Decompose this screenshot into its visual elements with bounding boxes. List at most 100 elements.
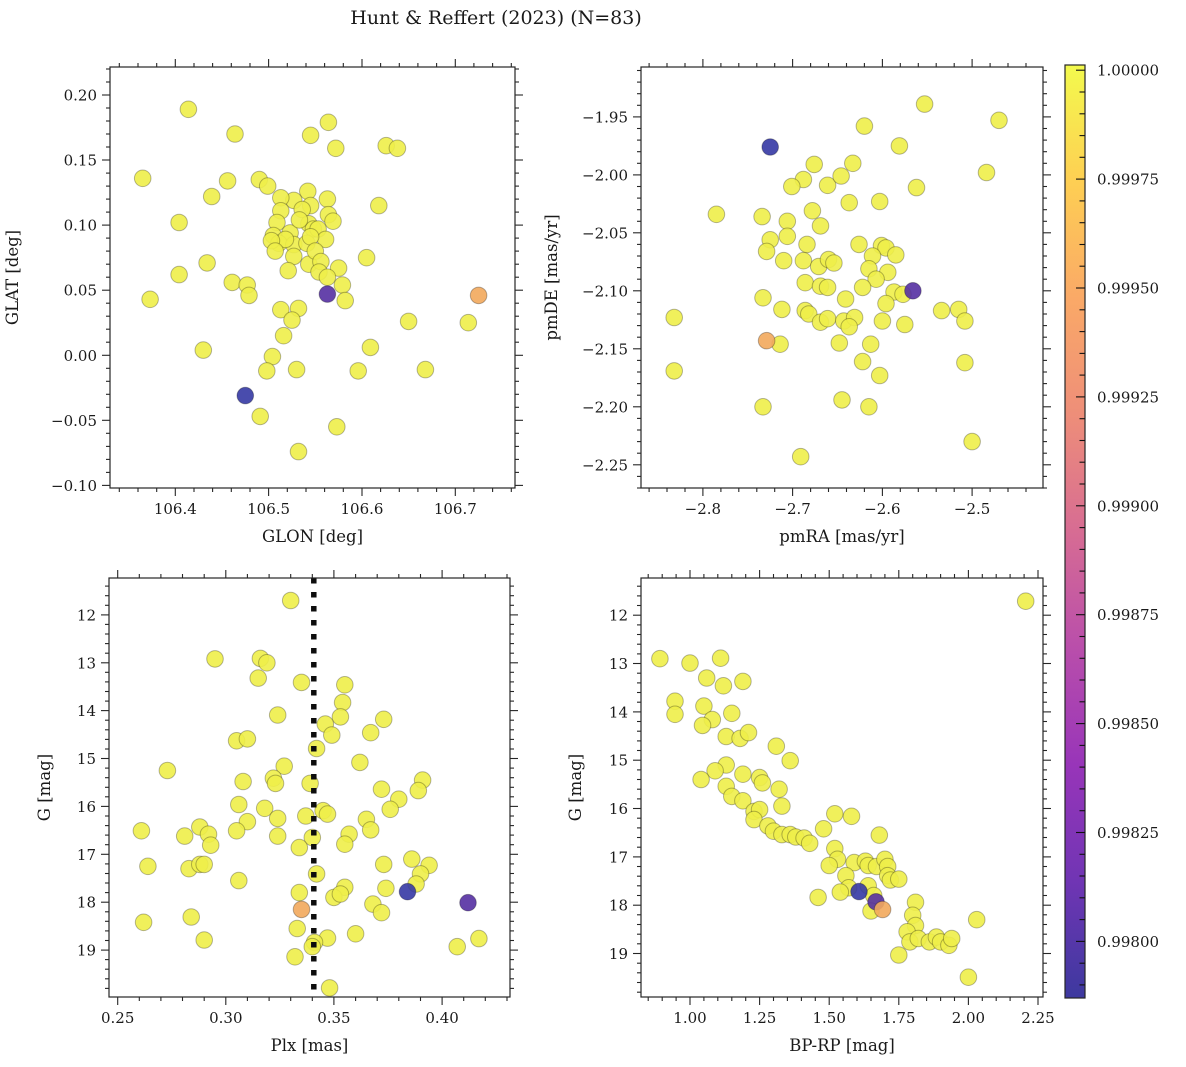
data-point: [723, 704, 741, 723]
data-point: [319, 113, 338, 132]
plx-gmag-xlabel: Plx [mas]: [271, 1036, 349, 1055]
y-tick-label: −0.05: [51, 412, 97, 430]
data-point: [331, 885, 350, 903]
data-point: [809, 888, 827, 907]
data-point: [403, 850, 421, 868]
y-tick-label: 17: [77, 846, 96, 864]
panel-glon-glat: 106.4 106.5 106.6 106.7 0.20 0.15 0.10 0.05 0.00…: [3, 59, 523, 546]
data-point: [381, 800, 400, 819]
data-point: [274, 326, 293, 345]
bprp-gmag-frame: [640, 577, 1044, 998]
data-point: [318, 190, 337, 208]
data-point: [773, 797, 791, 815]
colorbar-tick-label: 0.99925: [1097, 388, 1159, 406]
data-point: [844, 154, 862, 173]
data-point: [323, 726, 341, 744]
x-tick-label: 106.7: [434, 500, 477, 518]
data-point: [134, 913, 153, 932]
data-point: [258, 362, 276, 380]
x-tick-label: −2.5: [954, 500, 990, 518]
data-point: [258, 177, 277, 195]
data-point: [873, 900, 892, 919]
data-point: [963, 432, 981, 451]
data-point: [774, 251, 793, 270]
data-point: [915, 95, 934, 113]
data-point: [861, 335, 880, 354]
data-point: [665, 362, 684, 380]
data-point: [351, 753, 369, 772]
data-point: [707, 205, 726, 224]
data-point: [194, 341, 213, 359]
data-point: [853, 352, 872, 371]
data-point: [781, 751, 800, 770]
data-point: [361, 821, 380, 839]
bprp-gmag-ticks: [633, 570, 1051, 1005]
data-point: [290, 883, 309, 902]
data-point: [778, 227, 797, 246]
data-point: [850, 235, 868, 254]
data-point: [693, 716, 712, 735]
data-point: [831, 883, 850, 901]
data-point: [281, 591, 300, 610]
bprp-gmag-points: [651, 592, 1035, 987]
data-point: [279, 261, 298, 280]
bprp-gmag-xlabel: BP-RP [mag]: [789, 1036, 895, 1055]
y-tick-label: −1.95: [582, 108, 628, 126]
data-point: [867, 270, 885, 289]
colorbar-tick-label: 0.99825: [1097, 824, 1159, 842]
data-point: [331, 708, 350, 726]
data-point: [333, 693, 352, 712]
data-point: [198, 254, 216, 272]
pmra-pmde-xlabel: pmRA [mas/yr]: [779, 527, 904, 546]
y-tick-label: 0.05: [64, 282, 97, 300]
data-point: [448, 937, 467, 956]
panel-pmra-pmde: −2.8 −2.7 −2.6 −2.5 −1.95 −2.00 −2.05 −2.10 −2.1…: [542, 59, 1051, 546]
x-tick-label: 106.6: [341, 500, 384, 518]
data-point: [230, 871, 248, 890]
data-point: [287, 360, 306, 379]
data-point: [767, 737, 786, 756]
data-point: [840, 193, 859, 212]
y-tick-label: 19: [609, 945, 628, 963]
data-point: [877, 294, 895, 313]
data-point: [842, 807, 861, 826]
data-point: [757, 242, 776, 261]
x-tick-label: 0.30: [209, 1009, 242, 1027]
data-point: [292, 900, 311, 919]
y-tick-label: −2.00: [582, 166, 628, 184]
panel-plx-gmag: 0.25 0.30 0.35 0.40 12 13 14 15 16 17 18 19 Plx [mas…: [35, 570, 518, 1055]
data-point: [251, 407, 270, 426]
y-tick-label: −2.10: [582, 282, 628, 300]
data-point: [218, 172, 237, 190]
data-point: [170, 265, 188, 284]
x-tick-label: 106.4: [154, 500, 197, 518]
data-point: [873, 312, 892, 330]
glon-glat-points: [133, 100, 488, 461]
data-point: [890, 870, 908, 888]
x-tick-label: 2.00: [952, 1009, 985, 1027]
glon-glat-ticks: [102, 59, 523, 496]
colorbar-gradient: [1065, 65, 1085, 998]
data-point: [307, 865, 326, 883]
data-point: [195, 855, 213, 874]
data-point: [336, 291, 355, 310]
data-point: [803, 202, 822, 220]
data-point: [283, 311, 301, 329]
data-point: [754, 289, 772, 307]
data-point: [158, 761, 177, 780]
data-point: [783, 177, 801, 196]
x-tick-label: 1.25: [743, 1009, 776, 1027]
data-point: [333, 276, 352, 294]
x-tick-label: 2.25: [1021, 1009, 1054, 1027]
data-point: [266, 242, 285, 260]
data-point: [805, 155, 824, 174]
data-point: [275, 757, 294, 776]
data-point: [459, 313, 478, 332]
data-point: [778, 212, 797, 231]
data-point: [666, 705, 684, 724]
data-point: [840, 318, 859, 336]
data-point: [132, 822, 151, 840]
data-point: [734, 765, 752, 784]
data-point: [887, 246, 905, 264]
data-point: [459, 893, 477, 912]
